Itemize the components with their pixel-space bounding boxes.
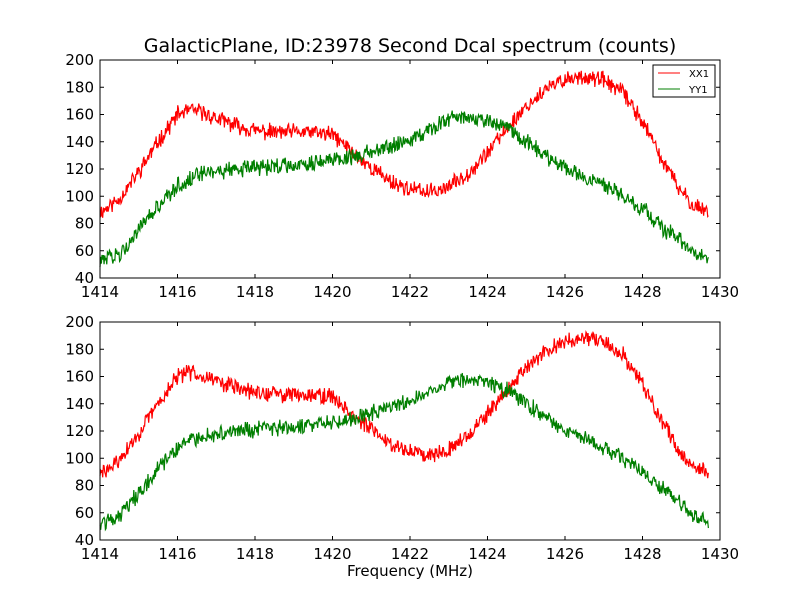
y-tick-label: 40 [75,269,94,287]
legend-label-xx1: XX1 [689,69,709,80]
y-tick-label: 180 [65,340,94,358]
y-tick-label: 60 [75,504,94,522]
y-tick-label: 200 [65,51,94,69]
x-tick-label: 1420 [313,545,351,563]
top-plot: GalacticPlane, ID:23978 Second Dcal spec… [65,35,739,301]
bottom-series-layer [99,330,709,532]
x-tick-label: 1428 [623,283,661,301]
x-tick-label: 1424 [468,283,506,301]
y-tick-label: 80 [75,215,94,233]
x-tick-label: 1414 [81,283,119,301]
bottom-plot: 1414 1416 1418 1420 1422 1424 1426 1428 1430 40 60… [65,313,739,580]
y-tick-label: 120 [65,160,94,178]
x-tick-label: 1414 [81,545,119,563]
x-tick-label: 1416 [158,545,196,563]
x-tick-label: 1424 [468,545,506,563]
y-tick-label: 80 [75,477,94,495]
y-tick-label: 100 [65,449,94,467]
y-tick-label: 100 [65,187,94,205]
legend-box [652,64,716,98]
x-tick-label: 1420 [313,283,351,301]
top-series-line-xx1 [99,70,709,219]
x-tick-label: 1430 [701,545,739,563]
x-axis-label: Frequency (MHz) [347,562,473,580]
top-ticks-layer: 1414 1416 1418 1420 1422 1424 1426 1428 1430 40 60… [65,51,739,301]
legend-label-yy1: YY1 [688,85,708,96]
top-series-line-yy1 [99,110,709,268]
y-tick-label: 160 [65,368,94,386]
y-tick-label: 40 [75,531,94,549]
y-tick-label: 180 [65,78,94,96]
x-tick-label: 1416 [158,283,196,301]
x-tick-label: 1428 [623,545,661,563]
bottom-ticks-layer: 1414 1416 1418 1420 1422 1424 1426 1428 1430 40 60… [65,313,739,563]
x-tick-label: 1426 [546,545,584,563]
y-tick-label: 140 [65,133,94,151]
legend: XX1 YY1 [652,64,716,98]
y-tick-label: 120 [65,422,94,440]
x-tick-label: 1422 [391,283,429,301]
top-series-layer [99,70,709,268]
bottom-series-line-series-1 [99,330,709,479]
x-tick-label: 1418 [236,283,274,301]
x-tick-label: 1418 [236,545,274,563]
y-tick-label: 60 [75,242,94,260]
x-tick-label: 1430 [701,283,739,301]
y-tick-label: 140 [65,395,94,413]
bottom-series-line-series-2 [99,372,709,532]
x-tick-label: 1426 [546,283,584,301]
y-tick-label: 200 [65,313,94,331]
y-tick-label: 160 [65,106,94,124]
chart-title: GalacticPlane, ID:23978 Second Dcal spec… [144,35,677,57]
x-tick-label: 1422 [391,545,429,563]
